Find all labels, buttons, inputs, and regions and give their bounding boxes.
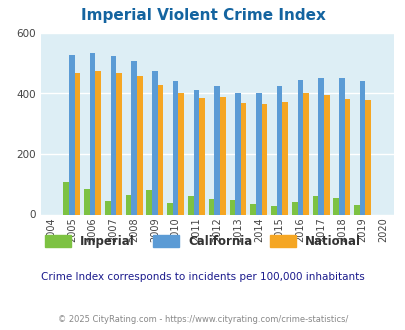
Bar [173,82,178,214]
Bar [131,61,136,214]
Bar [69,55,75,214]
Bar [110,56,116,214]
Bar [338,78,344,214]
Bar [63,182,69,214]
Bar [276,85,281,214]
Bar [146,190,152,215]
Bar [136,76,142,215]
Bar [281,102,287,214]
Bar [303,93,308,214]
Bar [297,80,303,214]
Bar [95,71,101,215]
Bar [271,206,276,214]
Bar [229,200,234,214]
Bar [152,71,157,215]
Bar [240,103,246,214]
Bar [126,195,131,214]
Text: Crime Index corresponds to incidents per 100,000 inhabitants: Crime Index corresponds to incidents per… [41,272,364,282]
Bar [220,97,225,214]
Bar [234,93,240,214]
Bar [250,204,255,214]
Bar [157,85,163,214]
Bar [208,199,214,214]
Bar [90,53,95,214]
Bar [167,203,173,214]
Bar [193,90,199,214]
Bar [116,73,121,214]
Legend: Imperial, California, National: Imperial, California, National [40,230,365,253]
Bar [359,82,364,214]
Bar [333,198,338,214]
Bar [354,205,359,214]
Bar [199,98,205,214]
Bar [344,99,350,214]
Bar [178,93,183,214]
Bar [84,189,90,214]
Bar [312,196,318,214]
Bar [318,78,323,214]
Bar [104,202,110,214]
Bar [75,73,80,214]
Bar [255,93,261,214]
Bar [323,95,329,214]
Bar [188,196,193,214]
Bar [364,100,370,214]
Bar [214,86,220,214]
Text: Imperial Violent Crime Index: Imperial Violent Crime Index [80,8,325,23]
Text: © 2025 CityRating.com - https://www.cityrating.com/crime-statistics/: © 2025 CityRating.com - https://www.city… [58,315,347,324]
Bar [261,104,266,214]
Bar [291,202,297,214]
